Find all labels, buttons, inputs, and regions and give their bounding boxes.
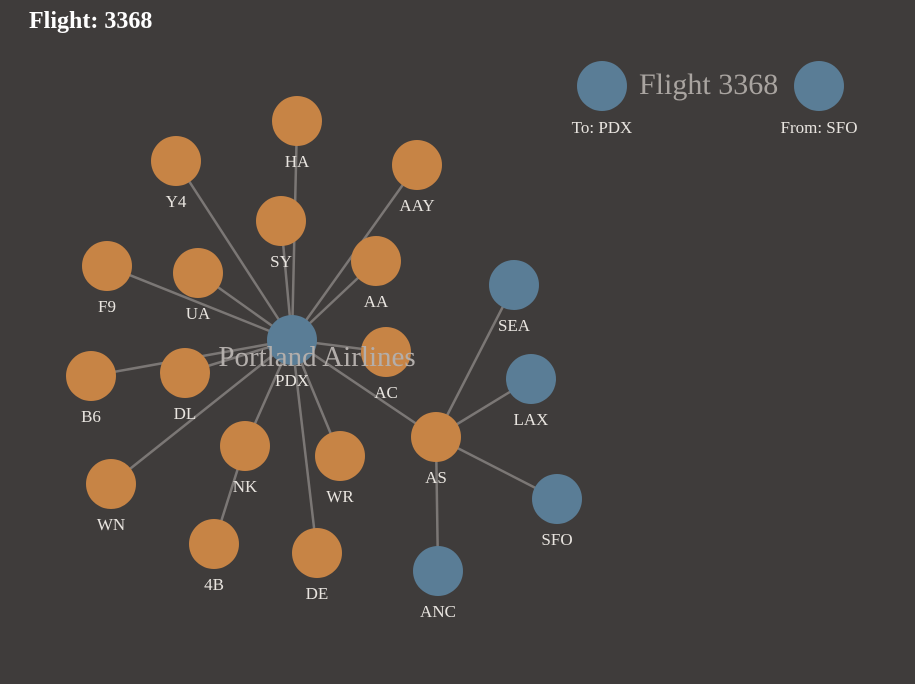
- node-circle-sea[interactable]: [489, 260, 539, 310]
- node-circle-ha[interactable]: [272, 96, 322, 146]
- node-ac[interactable]: AC: [361, 327, 411, 402]
- node-circle-anc[interactable]: [413, 546, 463, 596]
- legend-from-node[interactable]: [794, 61, 844, 111]
- edge-as-sea: [434, 284, 516, 438]
- node-label-ua: UA: [186, 304, 211, 323]
- node-sfo[interactable]: SFO: [532, 474, 582, 549]
- node-nk[interactable]: NK: [220, 421, 270, 496]
- node-label-f9: F9: [98, 297, 116, 316]
- node-sea[interactable]: SEA: [489, 260, 539, 335]
- node-circle-lax[interactable]: [506, 354, 556, 404]
- node-circle-f9[interactable]: [82, 241, 132, 291]
- node-sy[interactable]: SY: [256, 196, 306, 271]
- node-as[interactable]: AS: [411, 412, 461, 487]
- node-label-de: DE: [306, 584, 329, 603]
- node-circle-wn[interactable]: [86, 459, 136, 509]
- node-dl[interactable]: DL: [160, 348, 210, 423]
- node-circle-nk[interactable]: [220, 421, 270, 471]
- legend-to-label: To: PDX: [572, 118, 633, 137]
- node-label-aa: AA: [364, 292, 389, 311]
- node-label-pdx: PDX: [275, 371, 309, 390]
- node-label-ac: AC: [374, 383, 398, 402]
- node-ua[interactable]: UA: [173, 248, 223, 323]
- node-label-sea: SEA: [498, 316, 531, 335]
- node-label-anc: ANC: [420, 602, 456, 621]
- edge-pdx-de: [290, 339, 319, 554]
- node-wn[interactable]: WN: [86, 459, 136, 534]
- node-4b[interactable]: 4B: [189, 519, 239, 594]
- node-aay[interactable]: AAY: [392, 140, 442, 215]
- legend-title: Flight 3368: [639, 68, 778, 101]
- node-anc[interactable]: ANC: [413, 546, 463, 621]
- node-label-b6: B6: [81, 407, 101, 426]
- node-label-sy: SY: [270, 252, 292, 271]
- edge-pdx-as: [291, 338, 437, 439]
- node-circle-sfo[interactable]: [532, 474, 582, 524]
- edge-pdx-wn: [110, 339, 293, 485]
- node-label-4b: 4B: [204, 575, 224, 594]
- node-circle-b6[interactable]: [66, 351, 116, 401]
- node-circle-de[interactable]: [292, 528, 342, 578]
- node-label-aay: AAY: [399, 196, 434, 215]
- legend: Flight 3368 To: PDX From: SFO: [572, 61, 858, 137]
- node-label-as: AS: [425, 468, 447, 487]
- node-b6[interactable]: B6: [66, 351, 116, 426]
- center-label: Portland Airlines: [218, 341, 415, 373]
- edge-pdx-f9: [106, 264, 293, 342]
- node-f9[interactable]: F9: [82, 241, 132, 316]
- node-pdx[interactable]: PDX: [267, 315, 317, 390]
- node-label-lax: LAX: [514, 410, 549, 429]
- legend-from-label: From: SFO: [781, 118, 858, 137]
- node-label-sfo: SFO: [541, 530, 572, 549]
- node-label-dl: DL: [174, 404, 197, 423]
- node-circle-y4[interactable]: [151, 136, 201, 186]
- nodes-layer: PDX HA Y4 AAY SY AA F9 UA AC B6 DL NK WR WN 4B DE AS SEA L…: [66, 96, 582, 621]
- node-label-wr: WR: [326, 487, 354, 506]
- node-circle-aay[interactable]: [392, 140, 442, 190]
- node-aa[interactable]: AA: [351, 236, 401, 311]
- node-circle-dl[interactable]: [160, 348, 210, 398]
- node-circle-4b[interactable]: [189, 519, 239, 569]
- node-label-ha: HA: [285, 152, 310, 171]
- node-circle-ac[interactable]: [361, 327, 411, 377]
- node-lax[interactable]: LAX: [506, 354, 556, 429]
- node-circle-as[interactable]: [411, 412, 461, 462]
- node-circle-aa[interactable]: [351, 236, 401, 286]
- node-label-y4: Y4: [166, 192, 187, 211]
- node-circle-wr[interactable]: [315, 431, 365, 481]
- page-title: Flight: 3368: [29, 8, 153, 34]
- node-label-nk: NK: [233, 477, 258, 496]
- node-circle-ua[interactable]: [173, 248, 223, 298]
- legend-to-node[interactable]: [577, 61, 627, 111]
- node-y4[interactable]: Y4: [151, 136, 201, 211]
- node-de[interactable]: DE: [292, 528, 342, 603]
- node-circle-sy[interactable]: [256, 196, 306, 246]
- node-circle-pdx[interactable]: [267, 315, 317, 365]
- node-wr[interactable]: WR: [315, 431, 365, 506]
- node-ha[interactable]: HA: [272, 96, 322, 171]
- edge-pdx-y4: [174, 160, 294, 341]
- node-label-wn: WN: [97, 515, 125, 534]
